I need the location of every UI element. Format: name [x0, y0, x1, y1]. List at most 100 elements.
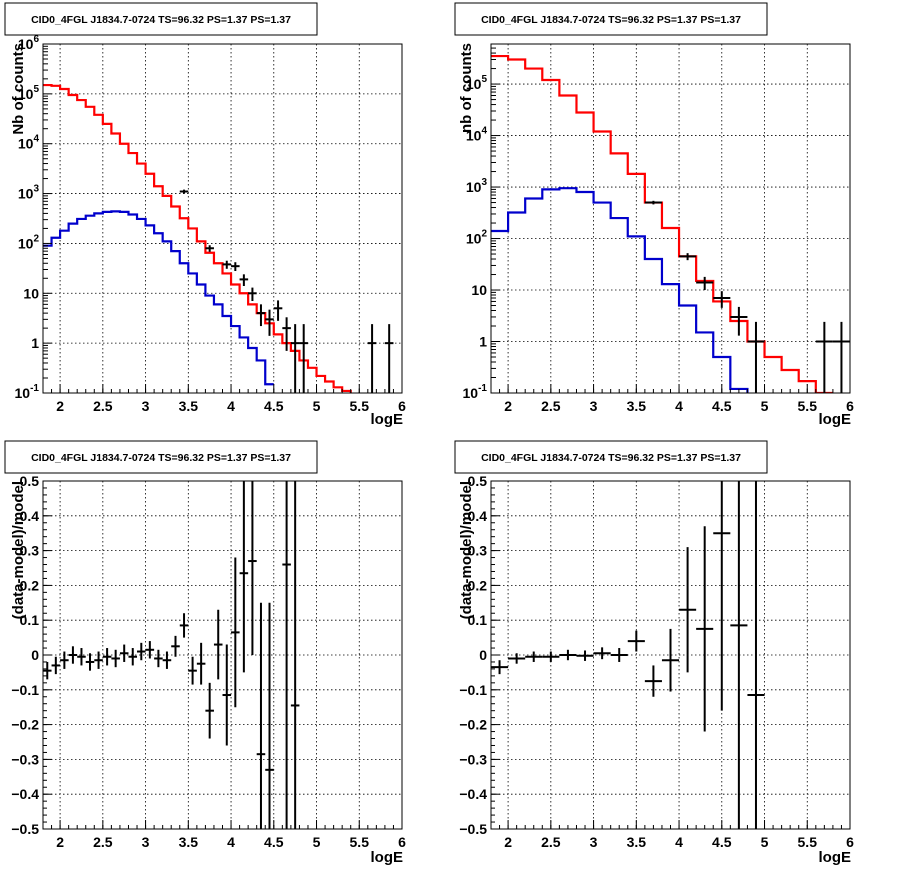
- data-point: [679, 547, 697, 673]
- y-axis-label: (data-model)/model: [10, 481, 27, 619]
- y-tick-label: −0.2: [11, 717, 39, 733]
- y-tick-label: −0.3: [11, 751, 39, 767]
- chart-title: CID0_4FGL J1834.7-0724 TS=96.32 PS=1.37 …: [481, 452, 741, 464]
- x-tick-label: 2: [56, 834, 64, 850]
- x-tick-label: 2.5: [93, 834, 113, 850]
- y-tick-label: 0.2: [468, 577, 488, 593]
- data-point: [188, 656, 197, 685]
- chart-title: CID0_4FGL J1834.7-0724 TS=96.32 PS=1.37 …: [31, 452, 291, 464]
- x-axis-label: logE: [819, 411, 852, 428]
- data-point: [265, 602, 274, 829]
- x-tick-label: 5.5: [798, 398, 818, 414]
- y-tick-label: −0.2: [459, 717, 487, 733]
- data-point: [111, 649, 120, 668]
- x-axis-label: logE: [371, 849, 404, 866]
- title-box: [454, 440, 768, 474]
- data-point: [43, 661, 52, 680]
- y-tick-base: 10: [18, 86, 34, 102]
- y-tick-exp: 4: [33, 134, 39, 145]
- y-tick-base: 10: [463, 385, 479, 401]
- x-axis-ticks: 2 2.5 3 3.5 4 4.5 5 5.5 6: [490, 384, 854, 414]
- y-tick-exp: 6: [33, 34, 39, 45]
- data-point: [179, 613, 189, 638]
- y-tick-label: 104: [18, 134, 40, 152]
- y-tick-label: 10: [23, 285, 39, 301]
- x-tick-label: 2.5: [93, 398, 113, 414]
- x-tick-label: 5: [761, 834, 769, 850]
- y-tick-base: 10: [18, 235, 34, 251]
- y-tick-label: 0.3: [20, 543, 40, 559]
- model-source-line: [491, 187, 749, 393]
- data-point: [213, 609, 223, 680]
- x-tick-label: 3: [590, 398, 598, 414]
- y-tick-exp: -1: [478, 383, 487, 394]
- x-axis-ticks: 2 2.5 3 3.5 4 4.5 5 5.5 6: [42, 820, 406, 850]
- y-tick-exp: 3: [33, 184, 39, 195]
- x-axis-ticks: 2 2.5 3 3.5 4 4.5 5 5.5 6: [42, 384, 406, 414]
- data-point: [231, 557, 240, 708]
- data-point: [679, 253, 697, 261]
- y-tick-label: 0: [479, 647, 487, 663]
- data-point: [747, 481, 765, 829]
- plot-area: [491, 54, 850, 393]
- y-tick-exp: 2: [33, 233, 39, 244]
- data-point: [832, 321, 850, 393]
- y-tick-label: −0.1: [11, 682, 39, 698]
- x-tick-label: 6: [846, 398, 854, 414]
- y-tick-label: −0.4: [459, 786, 487, 802]
- data-point: [102, 648, 112, 666]
- y-tick-base: 10: [18, 36, 34, 52]
- data-point: [94, 651, 103, 669]
- data-point: [222, 644, 232, 746]
- plot-area: [43, 83, 394, 393]
- data-point: [60, 651, 69, 669]
- data-point: [696, 526, 714, 732]
- title-box: [454, 2, 768, 36]
- y-tick-label: 104: [466, 126, 488, 144]
- x-tick-label: 6: [398, 398, 406, 414]
- data-point: [627, 630, 645, 652]
- y-tick-label: 105: [18, 84, 40, 102]
- data-point: [137, 642, 146, 661]
- title-box: [4, 440, 318, 474]
- data-point: [730, 306, 748, 336]
- x-tick-label: 2.5: [541, 398, 561, 414]
- y-tick-label: 0.1: [468, 612, 488, 628]
- x-tick-label: 3.5: [179, 398, 199, 414]
- y-axis-ticks: −0.5 −0.4 −0.3 −0.2 −0.1 0 0.1 0.2 0.3 0.4 0.5: [459, 473, 500, 837]
- y-tick-label: 0.2: [20, 577, 40, 593]
- y-tick-label: 1: [479, 334, 487, 350]
- y-tick-label: 10: [471, 282, 487, 298]
- x-tick-label: 3.5: [627, 834, 647, 850]
- panel-counts-right: CID0_4FGL J1834.7-0724 TS=96.32 PS=1.37 …: [454, 2, 854, 428]
- data-point: [491, 660, 509, 675]
- y-tick-label: −0.3: [459, 751, 487, 767]
- x-tick-label: 6: [846, 834, 854, 850]
- x-tick-label: 5.5: [798, 834, 818, 850]
- data-point: [542, 651, 560, 662]
- x-tick-label: 3.5: [627, 398, 647, 414]
- y-tick-label: 10-1: [15, 383, 40, 401]
- data-point: [171, 635, 180, 657]
- data-point: [265, 309, 274, 336]
- data-point: [248, 481, 257, 655]
- x-tick-label: 6: [398, 834, 406, 850]
- data-point: [661, 628, 680, 692]
- x-tick-label: 3: [142, 398, 150, 414]
- data-point: [559, 649, 577, 661]
- y-tick-label: −0.1: [459, 682, 487, 698]
- panel-counts-left: CID0_4FGL J1834.7-0724 TS=96.32 PS=1.37 …: [4, 2, 406, 428]
- data-point: [119, 644, 129, 662]
- y-tick-label: 1: [31, 335, 39, 351]
- data-point: [576, 650, 594, 661]
- data-point: [145, 641, 155, 659]
- y-axis-ticks: −0.5 −0.4 −0.3 −0.2 −0.1 0 0.1 0.2 0.3 0.4 0.5: [11, 473, 52, 837]
- data-point: [815, 321, 833, 393]
- x-tick-label: 4.5: [712, 834, 732, 850]
- y-axis-label: Nb of counts: [10, 43, 27, 135]
- x-tick-label: 5: [313, 834, 321, 850]
- data-point: [299, 324, 308, 393]
- y-tick-label: −0.5: [459, 821, 487, 837]
